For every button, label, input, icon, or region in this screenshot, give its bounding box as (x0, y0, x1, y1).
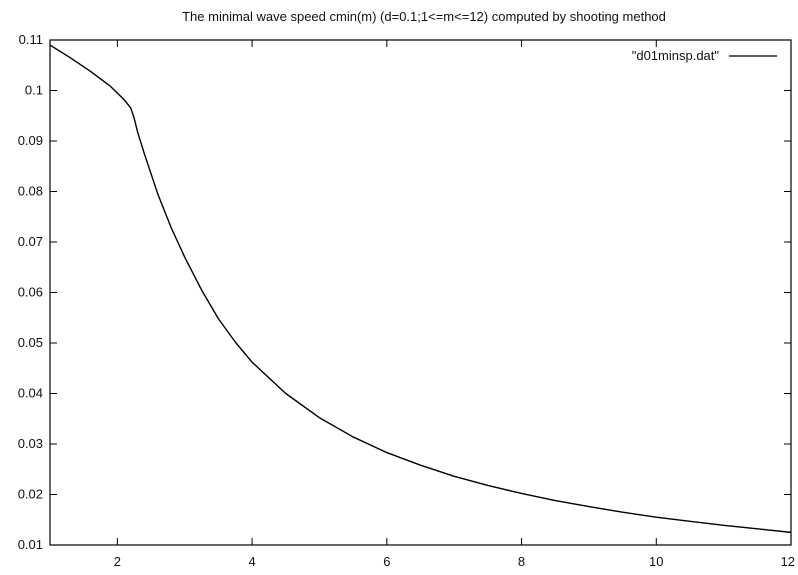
series-layer (49, 44, 792, 534)
plot-area-frame (49, 39, 792, 546)
y-tick-label: 0.02 (18, 487, 43, 502)
x-tick-label: 4 (248, 554, 255, 569)
y-tick-label: 0.11 (19, 32, 43, 47)
legend-label: "d01minsp.dat" (632, 48, 720, 63)
legend: "d01minsp.dat" (632, 48, 777, 63)
y-axis: 0.01 0.02 0.03 0.04 0.05 0.06 0.07 0.08 0.09 0.1 0… (18, 32, 791, 552)
y-tick-label: 0.1 (25, 83, 43, 98)
y-tick-label: 0.01 (18, 537, 43, 552)
x-tick-label: 8 (518, 554, 525, 569)
y-tick-label: 0.04 (18, 386, 43, 401)
chart-title: The minimal wave speed cmin(m) (d=0.1;1<… (182, 9, 666, 24)
y-tick-label: 0.08 (18, 184, 43, 199)
x-tick-label: 6 (383, 554, 390, 569)
x-tick-label: 2 (114, 554, 121, 569)
x-axis: 2 4 6 8 10 12 (114, 40, 795, 569)
y-tick-label: 0.05 (18, 335, 43, 350)
x-tick-label: 12 (781, 554, 795, 569)
y-tick-label: 0.03 (18, 436, 43, 451)
series-line-0 (49, 44, 792, 534)
y-tick-label: 0.06 (18, 285, 43, 300)
y-tick-label: 0.07 (18, 234, 43, 249)
x-tick-label: 10 (649, 554, 663, 569)
y-tick-label: 0.09 (18, 133, 43, 148)
